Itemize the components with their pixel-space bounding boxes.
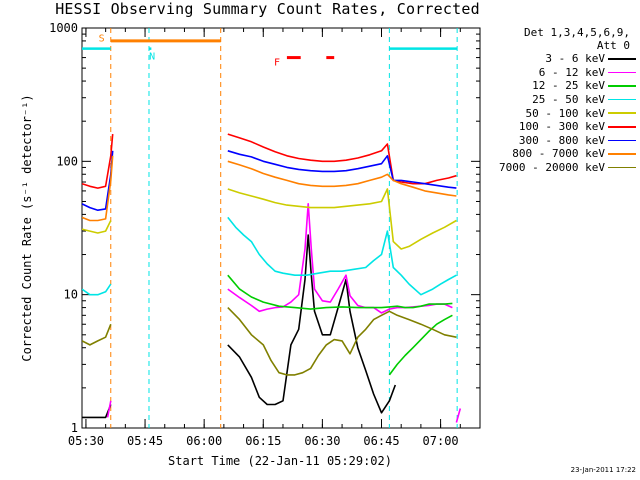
series-line-3 — [227, 216, 457, 296]
legend-entry: 300 - 800 keV — [480, 134, 638, 148]
legend-entry-label: 12 - 25 keV — [532, 79, 605, 93]
legend-entry-label: 3 - 6 keV — [545, 52, 605, 66]
legend-entry-label: 800 - 7000 keV — [512, 147, 605, 161]
series-line-8 — [227, 307, 457, 376]
x-tick-label: 06:00 — [186, 434, 222, 448]
x-tick-label: 05:30 — [68, 434, 104, 448]
legend-title-line-1: Det 1,3,4,5,6,9, — [524, 26, 630, 39]
legend-entry: 100 - 300 keV — [480, 120, 638, 134]
state-marker-s: S — [99, 33, 105, 44]
legend-entry-label: 300 - 800 keV — [518, 133, 605, 147]
x-axis-label: Start Time (22-Jan-11 05:29:02) — [168, 454, 392, 468]
legend-swatch — [608, 71, 636, 74]
state-marker-f: F — [274, 58, 280, 69]
series-line-7 — [227, 160, 457, 197]
legend-entry: 12 - 25 keV — [480, 79, 638, 93]
series-line-1 — [455, 408, 462, 423]
legend-entry-label: 100 - 300 keV — [518, 120, 605, 134]
series-line-5 — [227, 133, 457, 185]
legend-title-line-2: Att 0 — [596, 39, 630, 52]
x-tick-label: 07:00 — [423, 434, 459, 448]
series-line-2 — [388, 314, 453, 376]
legend-swatch — [608, 166, 636, 169]
legend-swatch — [608, 153, 636, 155]
chart-legend: Det 1,3,4,5,6,9, Att 0 3 - 6 keV 6 - 12 k… — [480, 26, 638, 174]
series-line-5 — [82, 134, 114, 189]
legend-entries: 3 - 6 keV 6 - 12 keV 12 - 25 keV 25 - 50 ke… — [480, 52, 638, 174]
y-tick-label: 1000 — [49, 21, 78, 35]
series-line-4 — [227, 188, 457, 250]
series-line-4 — [82, 220, 112, 234]
x-tick-label: 05:45 — [127, 434, 163, 448]
y-tick-label: 10 — [64, 288, 78, 302]
legend-swatch — [608, 58, 636, 60]
y-axis-label: Corrected Count Rate (s⁻¹ detector⁻¹) — [20, 94, 34, 361]
timestamp-stamp: 23-Jan-2011 17:22 — [570, 466, 636, 474]
x-tick-label: 06:30 — [304, 434, 340, 448]
legend-entry: 6 - 12 keV — [480, 66, 638, 80]
legend-swatch — [608, 98, 636, 101]
legend-entry: 3 - 6 keV — [480, 52, 638, 66]
series-line-2 — [227, 274, 453, 310]
series-line-8 — [82, 323, 112, 346]
legend-entry: 800 - 7000 keV — [480, 147, 638, 161]
series-line-3 — [82, 283, 112, 296]
legend-swatch — [608, 139, 636, 142]
legend-swatch — [608, 112, 636, 114]
x-tick-label: 06:45 — [363, 434, 399, 448]
y-tick-label: 100 — [56, 154, 78, 168]
plot-frame — [81, 27, 481, 429]
chart-title: HESSI Observing Summary Count Rates, Cor… — [55, 0, 480, 18]
y-tick-label: 1 — [71, 421, 78, 435]
state-marker-n: N — [149, 52, 155, 63]
series-line-0 — [82, 404, 112, 419]
legend-entry-label: 6 - 12 keV — [538, 65, 605, 79]
legend-entry: 50 - 100 keV — [480, 106, 638, 120]
legend-entry: 25 - 50 keV — [480, 93, 638, 107]
legend-entry: 7000 - 20000 keV — [480, 161, 638, 175]
legend-entry-label: 25 - 50 keV — [532, 93, 605, 107]
legend-swatch — [608, 85, 636, 87]
series-line-1 — [106, 400, 112, 418]
legend-entry-label: 7000 - 20000 keV — [499, 161, 605, 175]
series-line-0 — [227, 234, 397, 414]
series-line-1 — [227, 203, 453, 314]
legend-swatch — [608, 126, 636, 128]
series-line-6 — [227, 150, 457, 189]
legend-entry-label: 50 - 100 keV — [525, 106, 605, 120]
series-line-7 — [82, 155, 114, 222]
x-tick-label: 06:15 — [245, 434, 281, 448]
